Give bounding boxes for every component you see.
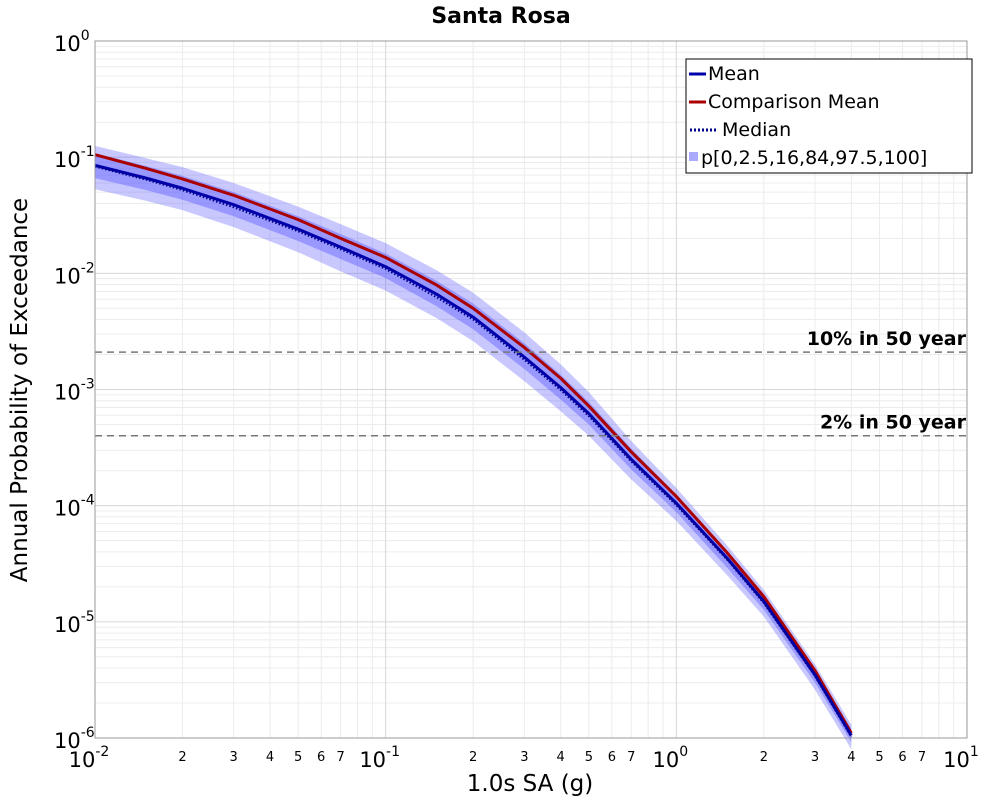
x-minor-tick-label: 3 (520, 750, 528, 765)
legend-label-median: Median (722, 119, 791, 141)
x-axis-label: 1.0s SA (g) (467, 771, 594, 797)
y-tick-label: 10-4 (54, 493, 95, 521)
x-minor-tick-label: 4 (266, 750, 274, 765)
x-tick-label: 101 (943, 744, 979, 772)
series-line-median (94, 165, 853, 738)
x-minor-tick-label: 4 (847, 750, 855, 765)
y-tick-label: 10-5 (54, 609, 95, 637)
x-tick-label: 100 (653, 744, 689, 772)
legend-label-mean: Mean (708, 63, 760, 85)
x-minor-tick-label: 3 (811, 750, 819, 765)
x-minor-tick-label: 5 (875, 750, 883, 765)
series-line-comparison-mean (94, 153, 853, 734)
y-axis-ticks: 100 10-1 10-2 10-3 10-4 10-5 10-6 (54, 28, 95, 753)
y-tick-label: 100 (54, 28, 90, 56)
y-tick-label: 10-2 (54, 260, 95, 288)
y-tick-label: 10-1 (54, 144, 95, 172)
x-minor-tick-label: 3 (230, 750, 238, 765)
reference-line-label: 2% in 50 year (820, 412, 967, 434)
legend-box (685, 58, 973, 174)
reference-lines: 10% in 50 year 2% in 50 year (95, 328, 967, 437)
chart-title: Santa Rosa (431, 4, 570, 29)
series-line-mean (94, 163, 853, 737)
x-minor-tick-label: 6 (898, 750, 906, 765)
x-tick-label: 10-2 (69, 744, 110, 772)
x-minor-tick-label: 5 (294, 750, 302, 765)
legend-label-percentiles: p[0,2.5,16,84,97.5,100] (701, 147, 927, 169)
x-tick-label: 10-1 (359, 744, 400, 772)
legend: Mean Comparison Mean Median p[0,2.5,16,8… (685, 58, 973, 174)
percentile-bands (95, 145, 852, 750)
plot-frame (94, 40, 968, 739)
legend-swatch-percentiles (689, 152, 698, 161)
x-minor-tick-label: 7 (918, 750, 926, 765)
x-minor-tick-label: 5 (585, 750, 593, 765)
x-minor-tick-label: 6 (317, 750, 325, 765)
x-minor-tick-label: 7 (627, 750, 635, 765)
percentile-band-outer (95, 145, 852, 750)
legend-label-comparison-mean: Comparison Mean (708, 91, 880, 113)
y-axis-label: Annual Probability of Exceedance (7, 198, 33, 582)
y-tick-label: 10-6 (54, 725, 95, 753)
x-minor-tick-label: 7 (337, 750, 345, 765)
x-minor-tick-label: 6 (608, 750, 616, 765)
x-minor-tick-label: 2 (469, 750, 477, 765)
y-tick-label: 10-3 (54, 377, 95, 405)
x-minor-tick-label: 4 (557, 750, 565, 765)
series-lines (94, 153, 853, 738)
reference-line-label: 10% in 50 year (807, 328, 967, 350)
x-minor-tick-label: 2 (760, 750, 768, 765)
x-minor-tick-label: 2 (178, 750, 186, 765)
